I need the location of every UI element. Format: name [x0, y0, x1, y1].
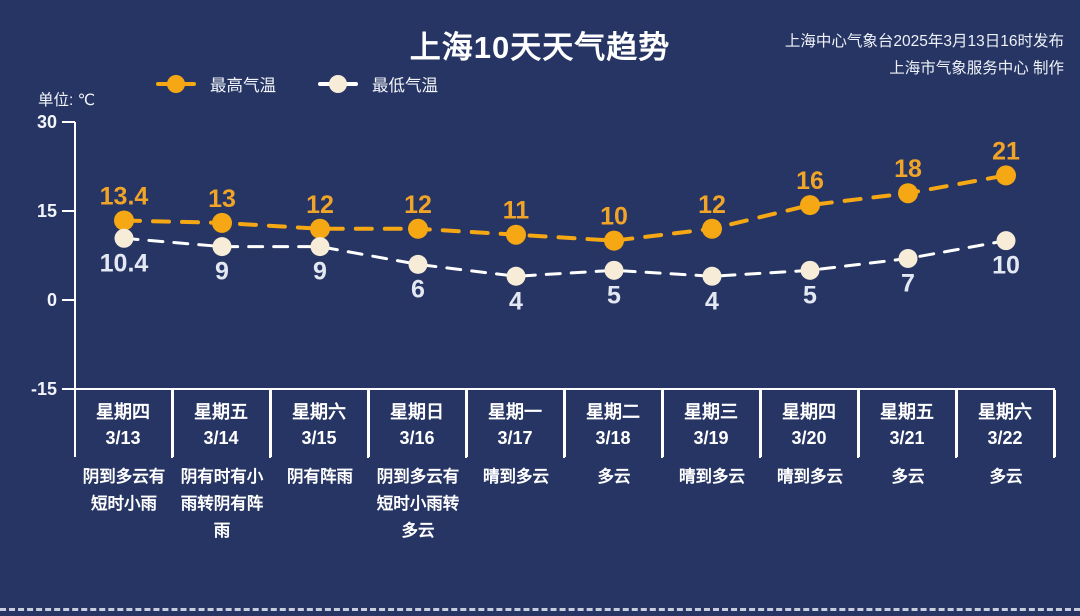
weather-description: 多云	[989, 468, 1023, 486]
bottom-dashed-divider	[0, 608, 1080, 616]
low-temp-line-marker-icon	[318, 74, 358, 94]
svg-text:9: 9	[215, 258, 229, 286]
weather-description: 多云	[891, 468, 925, 486]
publisher-info: 上海中心气象台2025年3月13日16时发布 上海市气象服务中心 制作	[785, 28, 1064, 82]
date-label: 3/15	[301, 428, 337, 448]
chart-legend: 最高气温 最低气温	[156, 72, 438, 96]
weekday-label: 星期一	[488, 402, 542, 422]
svg-text:10: 10	[992, 252, 1020, 280]
weekday-label: 星期三	[684, 402, 738, 422]
date-label: 3/20	[791, 428, 827, 448]
date-label: 3/14	[203, 428, 239, 448]
weather-description: 阴到多云有短时小雨	[82, 468, 166, 513]
high-temp-line-marker-icon	[156, 74, 196, 94]
svg-text:13: 13	[208, 185, 236, 213]
page-title: 上海10天天气趋势	[409, 30, 671, 65]
svg-text:7: 7	[901, 269, 915, 297]
legend-label-high-temp: 最高气温	[210, 77, 276, 95]
day-column: 星期六 3/15	[271, 390, 369, 458]
svg-text:15: 15	[37, 201, 57, 221]
svg-text:10.4: 10.4	[100, 249, 149, 277]
date-label: 3/21	[889, 428, 925, 448]
weather-description: 晴到多云	[679, 468, 745, 486]
publisher-line2: 上海市气象服务中心 制作	[889, 60, 1064, 77]
svg-text:12: 12	[306, 191, 334, 219]
svg-text:16: 16	[796, 167, 824, 195]
weather-description: 阴到多云有短时小雨转多云	[376, 468, 460, 540]
svg-text:21: 21	[992, 137, 1020, 165]
weather-description: 晴到多云	[483, 468, 549, 486]
svg-text:5: 5	[607, 281, 621, 309]
day-column: 星期五 3/14	[173, 390, 271, 458]
publisher-line1: 上海中心气象台2025年3月13日16时发布	[784, 33, 1064, 50]
day-column: 星期二 3/18	[565, 390, 663, 458]
weekday-label: 星期二	[586, 402, 640, 422]
svg-text:-15: -15	[31, 379, 57, 399]
svg-text:9: 9	[313, 258, 327, 286]
weekday-label: 星期四	[96, 402, 150, 422]
day-header-row: 星期四 3/13 星期五 3/14 星期六 3/15 星期日 3/16 星期一 3/17 …	[75, 390, 1055, 458]
svg-text:12: 12	[698, 191, 726, 219]
weather-description: 多云	[597, 468, 631, 486]
legend-item-low-temp: 最低气温	[318, 72, 438, 96]
weather-description-row: 阴到多云有短时小雨 阴有时有小雨转阴有阵雨 阴有阵雨 阴到多云有短时小雨转多云 …	[75, 464, 1055, 545]
unit-label: 单位: ℃	[38, 92, 96, 109]
date-label: 3/13	[105, 428, 141, 448]
weekday-label: 星期五	[880, 402, 934, 422]
weekday-label: 星期五	[194, 402, 248, 422]
day-column: 星期四 3/13	[75, 390, 173, 458]
date-label: 3/17	[497, 428, 533, 448]
weekday-label: 星期四	[782, 402, 836, 422]
day-column: 星期一 3/17	[467, 390, 565, 458]
svg-text:0: 0	[47, 290, 57, 310]
weather-description: 阴有时有小雨转阴有阵雨	[180, 468, 264, 540]
day-column: 星期日 3/16	[369, 390, 467, 458]
svg-text:18: 18	[894, 155, 922, 183]
legend-item-high-temp: 最高气温	[156, 72, 276, 96]
weekday-label: 星期六	[978, 402, 1032, 422]
weather-description: 阴有阵雨	[287, 468, 353, 486]
svg-text:11: 11	[503, 197, 530, 225]
svg-text:10: 10	[600, 203, 628, 231]
svg-text:30: 30	[37, 112, 57, 132]
svg-text:4: 4	[705, 287, 719, 315]
day-column: 星期六 3/22	[957, 390, 1055, 458]
day-column: 星期三 3/19	[663, 390, 761, 458]
date-label: 3/16	[399, 428, 435, 448]
weekday-label: 星期六	[292, 402, 346, 422]
date-label: 3/22	[987, 428, 1023, 448]
svg-text:12: 12	[404, 191, 432, 219]
svg-text:5: 5	[803, 281, 817, 309]
day-column: 星期五 3/21	[859, 390, 957, 458]
day-column: 星期四 3/20	[761, 390, 859, 458]
date-label: 3/18	[595, 428, 631, 448]
weekday-label: 星期日	[390, 402, 444, 422]
date-label: 3/19	[693, 428, 729, 448]
svg-text:4: 4	[509, 287, 523, 315]
legend-label-low-temp: 最低气温	[372, 77, 438, 95]
weather-description: 晴到多云	[777, 468, 843, 486]
svg-text:6: 6	[411, 275, 425, 303]
svg-text:13.4: 13.4	[100, 182, 149, 210]
